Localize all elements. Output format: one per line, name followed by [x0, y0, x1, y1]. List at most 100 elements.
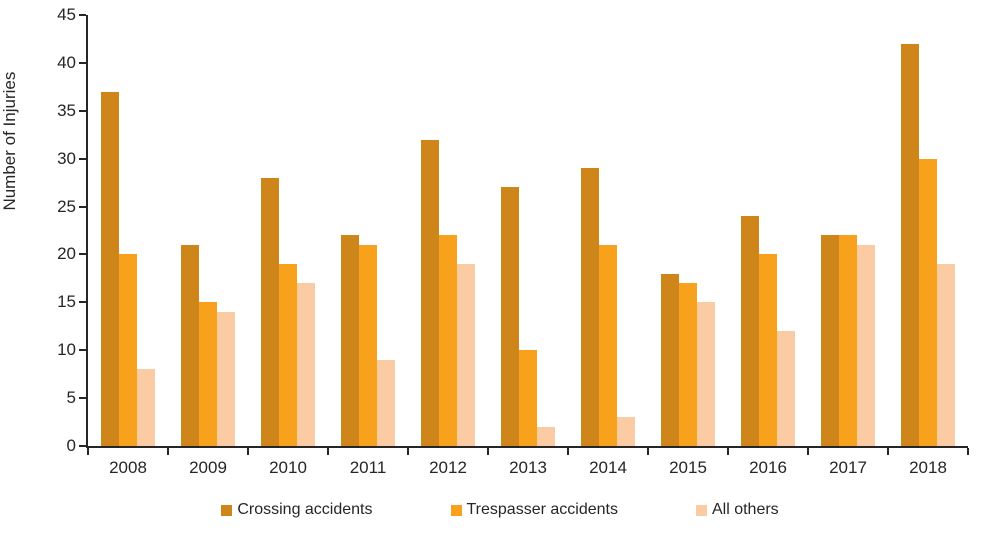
legend-swatch-all-others: [695, 504, 707, 516]
bar: [439, 235, 457, 446]
bar: [617, 417, 635, 446]
x-tick: [967, 448, 969, 455]
y-tick: [79, 109, 86, 112]
bar-group-2015: [648, 15, 728, 446]
bar: [297, 283, 315, 446]
y-tick-label: 30: [57, 148, 76, 168]
x-tick: [647, 448, 649, 455]
x-tick: [727, 448, 729, 455]
y-tick-label: 0: [66, 436, 76, 455]
legend: Crossing accidents Trespasser accidents …: [0, 498, 1000, 522]
bar: [137, 369, 155, 446]
y-tick: [79, 157, 86, 160]
y-tick: [79, 301, 86, 304]
y-tick-label: 25: [57, 196, 76, 216]
y-tick: [79, 14, 86, 16]
bar: [457, 264, 475, 446]
y-tick: [79, 61, 86, 64]
legend-label-crossing: Crossing accidents: [237, 501, 373, 518]
bar: [519, 350, 537, 446]
bar: [857, 245, 875, 446]
legend-item-all-others: All others: [695, 501, 779, 519]
bar: [697, 302, 715, 446]
bar: [181, 245, 199, 446]
x-tick: [887, 448, 889, 455]
x-tick-label: 2014: [589, 458, 627, 477]
x-axis-line: [86, 446, 968, 448]
bar: [777, 331, 795, 446]
bar: [537, 427, 555, 446]
bar: [901, 44, 919, 446]
y-tick-label: 5: [66, 388, 76, 408]
bar: [501, 187, 519, 446]
x-tick-label: 2016: [749, 458, 787, 477]
bar-group-2010: [248, 15, 328, 446]
legend-label-all-others: All others: [711, 501, 779, 518]
x-tick: [567, 448, 569, 455]
y-tick: [79, 253, 86, 256]
bar-group-2017: [808, 15, 888, 446]
x-tick: [807, 448, 809, 455]
y-tick-label: 35: [57, 100, 76, 120]
bar: [661, 274, 679, 446]
bar-group-2012: [408, 15, 488, 446]
x-tick: [247, 448, 249, 455]
bar-group-2011: [328, 15, 408, 446]
bar: [821, 235, 839, 446]
legend-swatch-crossing: [221, 504, 233, 516]
bar: [741, 216, 759, 446]
bar: [599, 245, 617, 446]
bar: [377, 360, 395, 446]
bar-group-2013: [488, 15, 568, 446]
bar: [839, 235, 857, 446]
x-tick-label: 2013: [509, 458, 547, 477]
y-tick: [79, 205, 86, 208]
legend-swatch-trespasser: [450, 504, 462, 516]
bar: [359, 245, 377, 446]
y-tick-label: 45: [57, 5, 76, 24]
plot-area: 0 5 10 15 20 25 30 35 40 45 2008 2009 2010 2011 2012 20…: [57, 5, 969, 477]
x-tick-label: 2010: [269, 458, 307, 477]
y-tick-label: 20: [57, 244, 76, 264]
y-axis-title: Number of Injuries: [0, 71, 19, 211]
bar: [421, 140, 439, 446]
y-tick-label: 40: [57, 52, 76, 72]
x-tick: [167, 448, 169, 455]
y-tick-label: 15: [57, 292, 76, 312]
bar: [119, 254, 137, 446]
bar: [759, 254, 777, 446]
bar-group-2016: [728, 15, 808, 446]
x-tick-label: 2015: [669, 458, 707, 477]
x-tick-label: 2011: [349, 458, 387, 477]
y-tick: [79, 349, 86, 352]
legend-item-trespasser: Trespasser accidents: [450, 501, 618, 519]
y-tick-label: 10: [57, 340, 76, 360]
x-tick-label: 2017: [829, 458, 867, 477]
bar: [937, 264, 955, 446]
bar-group-2008: [88, 15, 168, 446]
y-tick: [79, 397, 86, 400]
x-tick: [327, 448, 329, 455]
bar: [919, 159, 937, 446]
x-tick: [487, 448, 489, 455]
bar: [679, 283, 697, 446]
x-tick: [407, 448, 409, 455]
bar: [581, 168, 599, 446]
y-axis-line: [86, 15, 88, 448]
bar-group-2018: [888, 15, 968, 446]
legend-item-crossing: Crossing accidents: [221, 501, 373, 519]
bar: [101, 92, 119, 446]
x-tick-label: 2012: [429, 458, 467, 477]
x-tick-label: 2008: [109, 458, 147, 477]
y-tick: [79, 445, 86, 447]
x-tick-label: 2018: [909, 458, 947, 477]
legend-label-trespasser: Trespasser accidents: [466, 501, 618, 518]
bar-group-2009: [168, 15, 248, 446]
bar: [279, 264, 297, 446]
x-tick-label: 2009: [189, 458, 227, 477]
bar: [199, 302, 217, 446]
bar: [217, 312, 235, 446]
bar-group-2014: [568, 15, 648, 446]
bar: [341, 235, 359, 446]
